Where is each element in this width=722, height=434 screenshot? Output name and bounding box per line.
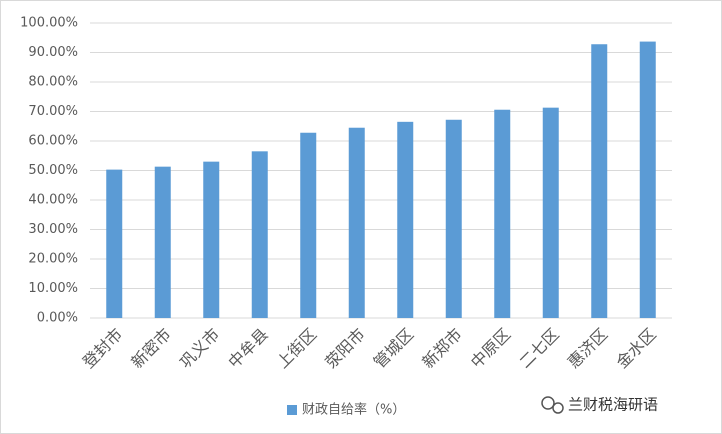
y-tick-label: 60.00% (28, 134, 78, 149)
y-tick-label: 100.00% (20, 16, 78, 31)
y-tick-label: 70.00% (28, 104, 78, 119)
y-tick-label: 50.00% (28, 163, 78, 178)
y-tick-label: 40.00% (28, 193, 78, 208)
bar (494, 109, 511, 318)
bar (106, 169, 123, 318)
bar (397, 121, 414, 318)
bar (251, 151, 268, 318)
watermark-icon (541, 396, 564, 414)
y-tick-label: 20.00% (28, 252, 78, 267)
y-tick-label: 10.00% (28, 281, 78, 296)
bar (542, 107, 559, 318)
bar (445, 119, 462, 318)
bar (203, 161, 220, 318)
bar (154, 166, 171, 318)
watermark: 兰财税海研语 (568, 396, 658, 414)
y-tick-label: 30.00% (28, 222, 78, 237)
y-tick-label: 90.00% (28, 45, 78, 60)
bar (348, 127, 365, 318)
bar (591, 44, 608, 319)
bar (639, 41, 656, 319)
legend-label: 财政自给率（%） (302, 402, 405, 418)
y-tick-label: 0.00% (37, 311, 78, 326)
legend-swatch (287, 405, 297, 415)
bar (300, 132, 317, 318)
y-tick-label: 80.00% (28, 75, 78, 90)
